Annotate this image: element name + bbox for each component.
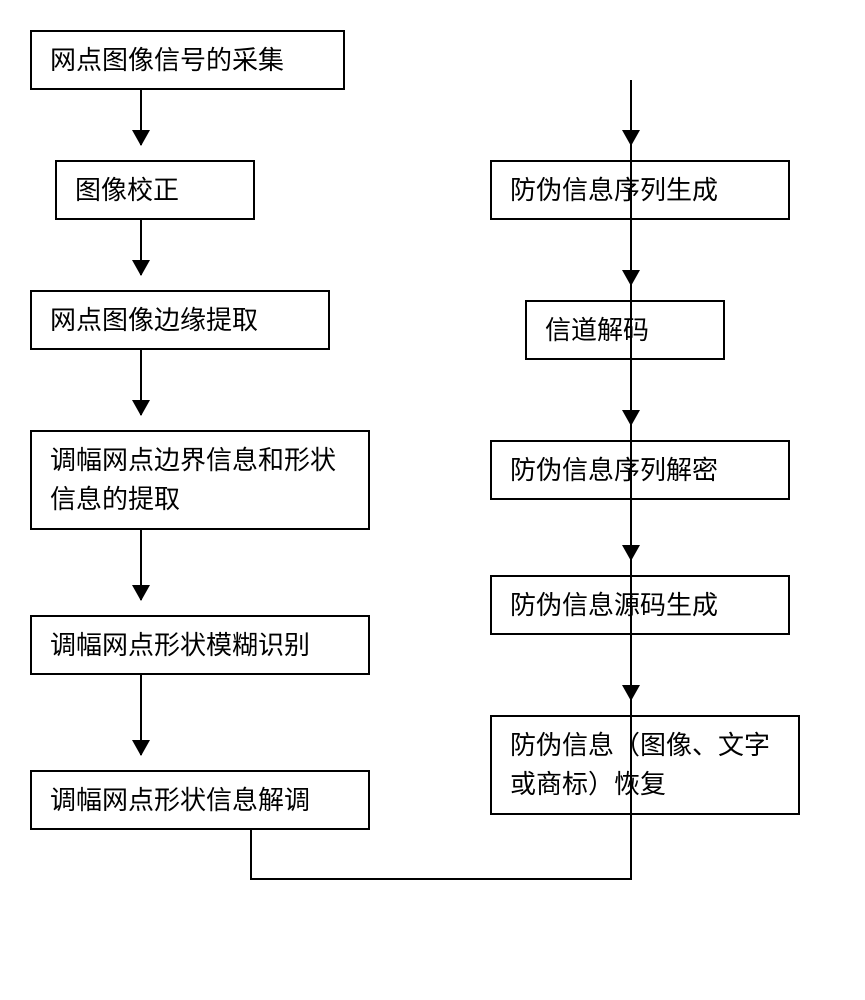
node-label: 图像校正: [75, 171, 179, 210]
node-label: 防伪信息（图像、文字或商标）恢复: [510, 726, 780, 804]
node-signal-collection: 网点图像信号的采集: [30, 30, 345, 90]
connector-segment: [250, 878, 632, 880]
node-label: 网点图像边缘提取: [50, 301, 258, 340]
arrow-down-icon: [140, 530, 142, 600]
node-anticounterfeit-source-generation: 防伪信息源码生成: [490, 575, 790, 635]
node-label: 网点图像信号的采集: [50, 41, 284, 80]
arrow-down-icon: [630, 80, 632, 145]
node-label: 信道解码: [545, 311, 649, 350]
arrow-down-icon: [140, 350, 142, 415]
node-am-shape-demodulation: 调幅网点形状信息解调: [30, 770, 370, 830]
flowchart-container: 网点图像信号的采集 图像校正 网点图像边缘提取 调幅网点边界信息和形状信息的提取…: [0, 0, 865, 1000]
node-label: 调幅网点形状模糊识别: [50, 626, 310, 665]
arrow-down-icon: [140, 90, 142, 145]
node-label: 防伪信息源码生成: [510, 586, 718, 625]
node-label: 调幅网点形状信息解调: [50, 781, 310, 820]
node-image-correction: 图像校正: [55, 160, 255, 220]
connector-segment: [250, 830, 252, 880]
node-am-shape-fuzzy-recognition: 调幅网点形状模糊识别: [30, 615, 370, 675]
node-channel-decoding: 信道解码: [525, 300, 725, 360]
arrow-down-icon: [140, 220, 142, 275]
node-anticounterfeit-sequence-generation: 防伪信息序列生成: [490, 160, 790, 220]
node-anticounterfeit-sequence-decryption: 防伪信息序列解密: [490, 440, 790, 500]
node-label: 防伪信息序列解密: [510, 451, 718, 490]
node-label: 防伪信息序列生成: [510, 171, 718, 210]
node-am-boundary-shape-extraction: 调幅网点边界信息和形状信息的提取: [30, 430, 370, 530]
connector-segment: [630, 80, 632, 880]
node-edge-extraction: 网点图像边缘提取: [30, 290, 330, 350]
node-anticounterfeit-info-recovery: 防伪信息（图像、文字或商标）恢复: [490, 715, 800, 815]
arrow-down-icon: [140, 675, 142, 755]
node-label: 调幅网点边界信息和形状信息的提取: [50, 441, 350, 519]
